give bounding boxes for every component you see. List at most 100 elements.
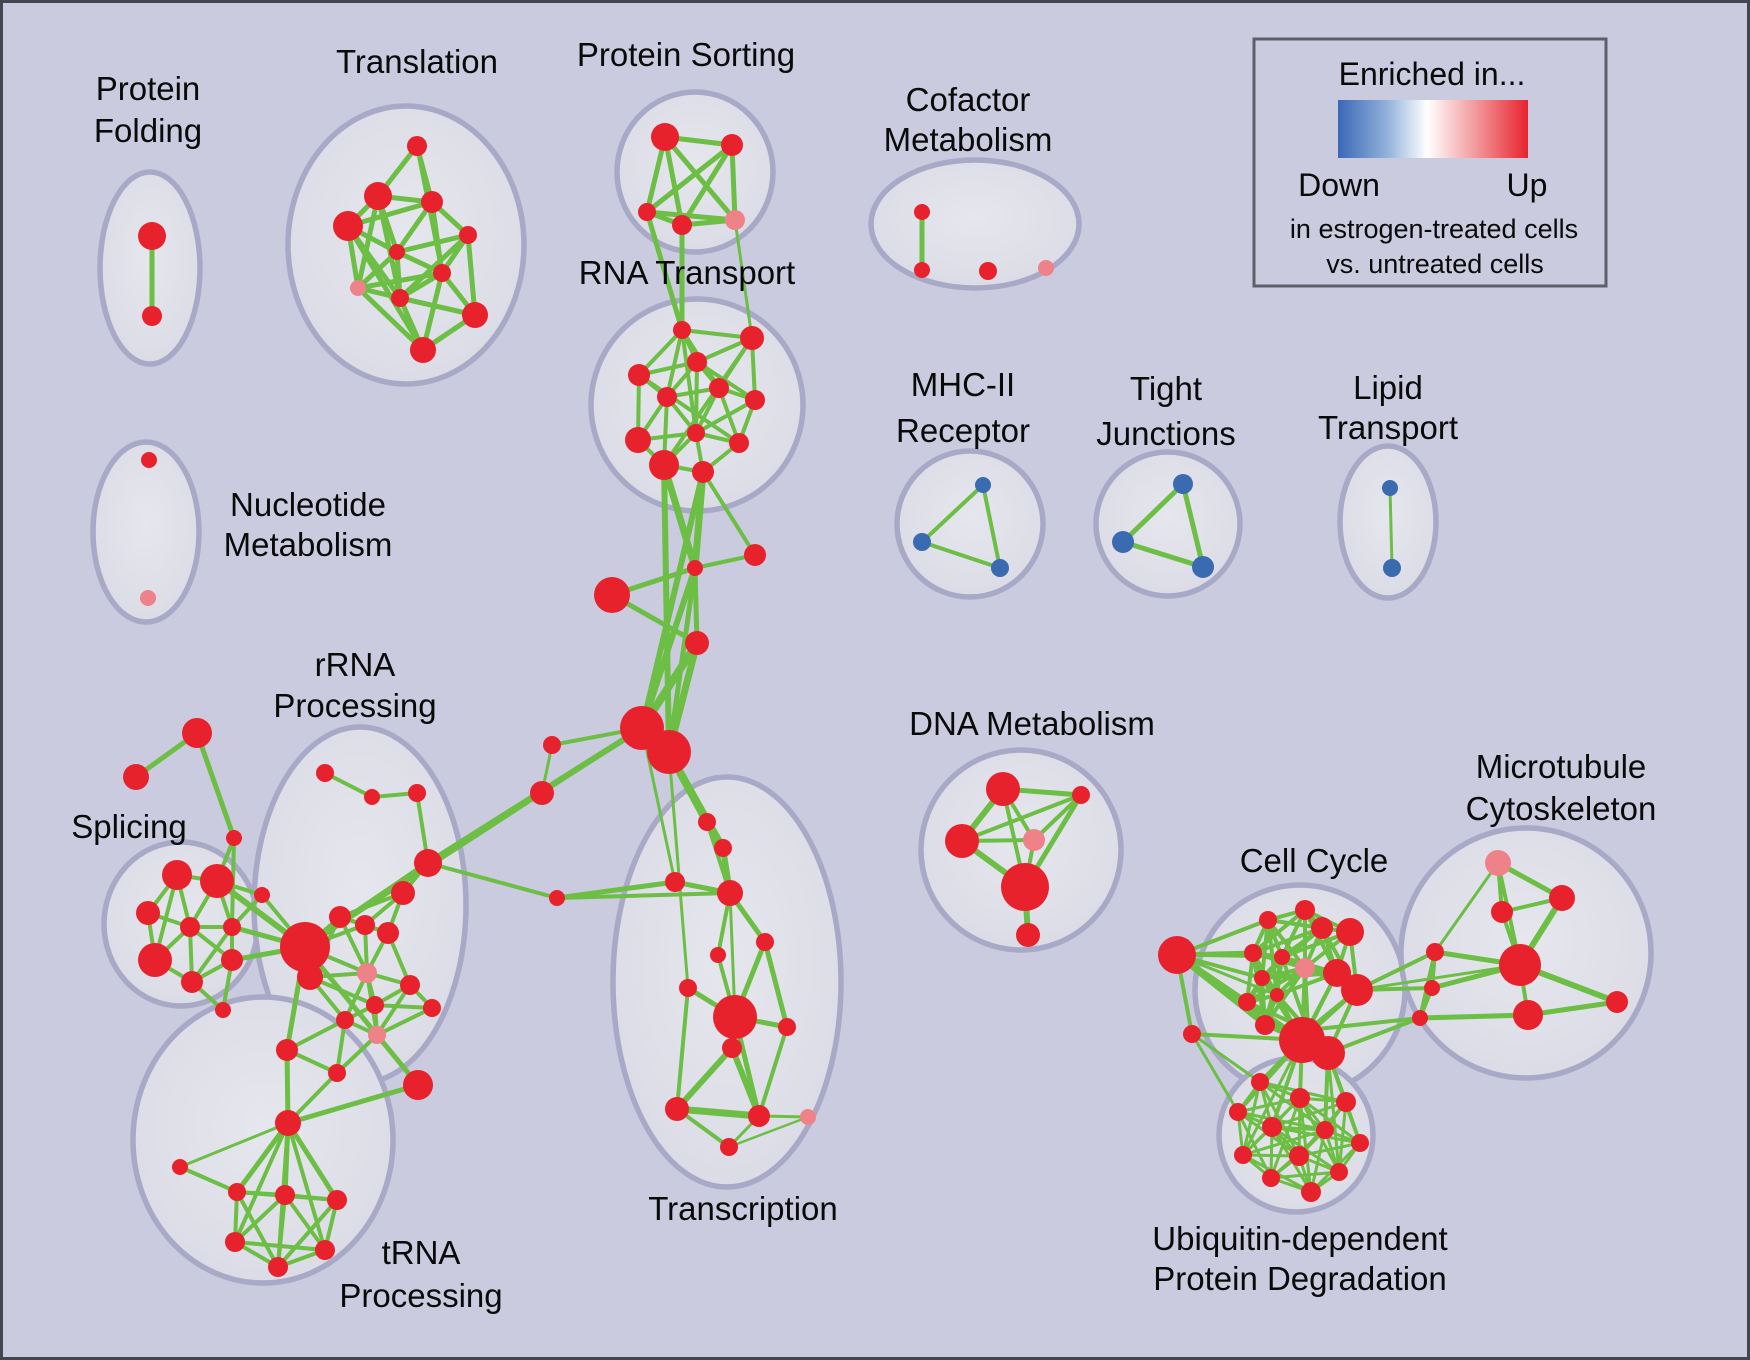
network-edge <box>465 232 478 318</box>
network-edge <box>694 398 757 435</box>
network-node-cn1 <box>1426 943 1444 961</box>
network-node-dm4 <box>1023 829 1045 851</box>
network-node-sp1 <box>162 860 192 890</box>
network-node-rt1 <box>673 321 691 339</box>
cluster-label-ubiquitin-degradation-line2: Protein Degradation <box>1153 1260 1447 1297</box>
network-node-cn2 <box>1424 980 1440 996</box>
network-node-dm5 <box>1001 863 1049 911</box>
network-edge <box>190 925 234 984</box>
network-node-tr5 <box>225 1232 245 1252</box>
network-edge <box>426 861 559 900</box>
network-node-md4 <box>685 631 709 655</box>
network-node-rt6 <box>709 378 729 398</box>
network-node-fr2 <box>123 764 149 790</box>
network-edge <box>555 891 732 900</box>
cluster-label-cofactor-metabolism-line2: Metabolism <box>884 121 1053 158</box>
network-node-lp2 <box>1383 559 1401 577</box>
cluster-label-rrna-processing-line1: rRNA <box>315 646 396 683</box>
network-node-cf4 <box>1038 260 1054 276</box>
network-node-md2 <box>744 544 766 566</box>
legend: Enriched in... Down Up in estrogen-treat… <box>1252 37 1608 288</box>
network-node-ub13 <box>1301 1182 1321 1202</box>
network-edge <box>1270 1125 1362 1145</box>
cluster-label-trna-processing-line2: Processing <box>339 1277 502 1314</box>
cluster-label-rna-transport: RNA Transport <box>579 254 795 291</box>
network-node-tx4 <box>717 880 743 906</box>
network-node-mh2 <box>913 533 931 551</box>
network-edge <box>644 209 685 333</box>
network-node-ub4 <box>1336 1092 1356 1112</box>
network-node-dm1 <box>986 772 1020 806</box>
network-edge <box>355 193 381 291</box>
network-node-ps1 <box>651 123 679 151</box>
network-node-cc2 <box>1295 900 1315 920</box>
legend-down-label: Down <box>1298 167 1380 203</box>
network-node-mt6 <box>1606 991 1628 1013</box>
cluster-label-dna-metabolism: DNA Metabolism <box>909 705 1155 742</box>
network-node-sp3 <box>136 901 160 925</box>
network-edge <box>920 540 1002 570</box>
network-node-fr1 <box>182 718 212 748</box>
cluster-label-mhc-ii-receptor-line1: MHC-II <box>911 366 1015 403</box>
network-node-tr4 <box>327 1190 347 1210</box>
network-node-ps4 <box>672 215 692 235</box>
network-edge <box>234 1120 291 1195</box>
cluster-ellipse-mhc-ii-receptor <box>894 448 1046 600</box>
network-node-rt9 <box>687 424 705 442</box>
cluster-label-splicing: Splicing <box>71 808 187 845</box>
network-node-sp2 <box>200 864 234 898</box>
network-node-tl8 <box>350 280 366 296</box>
network-node-rt2 <box>740 326 764 350</box>
network-edge <box>276 1198 339 1269</box>
network-node-rt5 <box>657 387 677 407</box>
network-edge <box>1236 1110 1327 1132</box>
network-node-rn1 <box>329 906 351 928</box>
network-edge <box>233 1193 287 1244</box>
network-edge <box>662 134 738 223</box>
network-edge <box>178 1165 239 1194</box>
cluster-labels-layer: Protein Folding Translation Protein Sorting… <box>71 36 1656 1314</box>
network-node-cf3 <box>979 262 997 280</box>
network-node-tl5 <box>459 226 477 244</box>
network-edge <box>1388 486 1394 570</box>
network-node-sp7 <box>181 971 203 993</box>
network-node-rn4 <box>391 881 415 905</box>
cluster-ellipse-translation <box>285 103 527 387</box>
network-edge <box>1297 1141 1362 1158</box>
network-edge <box>1180 481 1206 570</box>
network-node-rn9 <box>423 999 441 1017</box>
network-node-dm3 <box>945 824 979 858</box>
cluster-label-lipid-transport-line1: Lipid <box>1353 369 1423 406</box>
legend-title: Enriched in... <box>1339 56 1526 92</box>
network-edge <box>762 939 790 1030</box>
network-edge <box>701 470 757 557</box>
network-node-tl4 <box>421 191 443 213</box>
network-node-ub5 <box>1229 1103 1247 1121</box>
network-edge <box>373 1003 434 1010</box>
legend-up-label: Up <box>1507 167 1548 203</box>
network-node-tr1 <box>172 1159 188 1175</box>
network-node-cc12 <box>1238 993 1256 1011</box>
network-edge <box>285 1082 421 1126</box>
network-node-rt7 <box>745 390 765 410</box>
network-node-cc10 <box>1254 970 1270 986</box>
network-node-rn3 <box>377 922 399 944</box>
network-node-tx11 <box>722 1038 742 1058</box>
network-node-rn11 <box>368 1026 386 1044</box>
network-edge <box>394 232 471 255</box>
network-node-tr6 <box>315 1240 335 1260</box>
network-node-ub2 <box>1251 1073 1269 1091</box>
network-edge <box>335 1033 379 1075</box>
network-edge <box>639 565 698 731</box>
network-edge <box>233 1121 290 1244</box>
network-node-tj1 <box>1173 474 1193 494</box>
network-edge <box>1251 926 1324 955</box>
network-node-mt1 <box>1485 850 1511 876</box>
network-edge <box>1417 1012 1531 1021</box>
network-node-tx8 <box>679 979 697 997</box>
network-edge <box>1190 1032 1262 1084</box>
cluster-label-protein-sorting: Protein Sorting <box>577 36 795 73</box>
cluster-label-trna-processing-line1: tRNA <box>382 1234 461 1271</box>
network-node-md6 <box>647 730 691 774</box>
